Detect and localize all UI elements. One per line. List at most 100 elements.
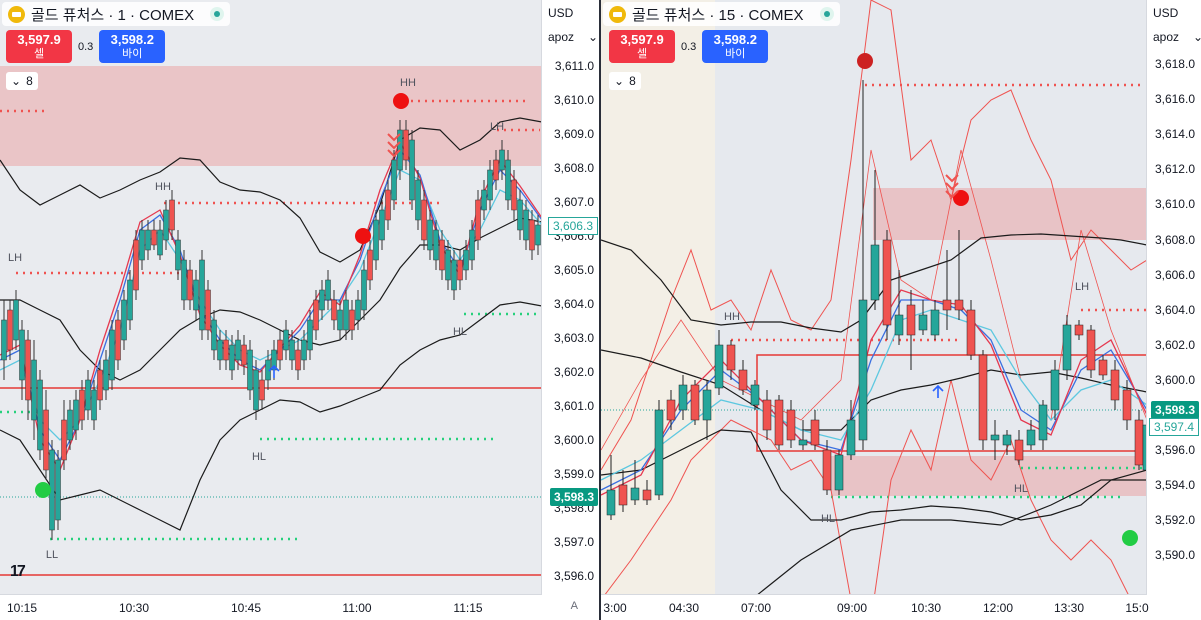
chevron-down-icon: ⌄: [614, 74, 625, 88]
candle-body: [882, 239, 892, 326]
candle-body: [1086, 329, 1096, 371]
price-tick-label: 3,610.0: [553, 93, 594, 107]
candle-body: [702, 389, 712, 421]
time-tick-label: 10:30: [910, 601, 942, 615]
candle-body: [451, 259, 457, 291]
candle-body: [678, 384, 688, 411]
auto-scale-toggle[interactable]: A: [570, 600, 578, 612]
sell-arrows-icon: [945, 174, 959, 199]
candle-body: [822, 449, 832, 491]
candle-body: [31, 359, 37, 421]
time-axis[interactable]: 3:00 04:30 07:00 09:00 10:30 12:00 13:30 15:0: [601, 594, 1149, 620]
candle-body: [439, 239, 445, 271]
candle-body: [217, 339, 223, 361]
indicator-price-badge: 3,597.4: [1148, 418, 1199, 436]
sell-label: 셀: [636, 47, 648, 60]
candle-body: [187, 269, 193, 301]
envelope-upper: [601, 0, 1147, 471]
price-tick-label: 3,599.0: [553, 467, 594, 481]
up-arrow-icon: [932, 384, 944, 398]
symbol-header[interactable]: 골드 퓨처스 · 15 · COMEX: [603, 2, 840, 26]
candle-body: [505, 159, 511, 201]
candle-body: [714, 344, 724, 389]
price-chart-canvas[interactable]: HH HL HL LH: [601, 0, 1147, 594]
tradingview-logo[interactable]: 17: [10, 563, 26, 580]
price-tick-label: 3,618.0: [1154, 57, 1195, 71]
candle-body: [313, 299, 319, 331]
candle-body: [630, 487, 640, 501]
symbol-header[interactable]: 골드 퓨처스 · 1 · COMEX: [2, 2, 231, 26]
candle-body: [193, 279, 199, 311]
chart-plot-area[interactable]: HH HL HL LH: [601, 0, 1147, 594]
up-arrow-icon: [268, 364, 280, 378]
live-status-icon: [819, 7, 834, 21]
price-chart-canvas[interactable]: HH HH LH LH HL HL LL: [0, 0, 542, 594]
price-tick-label: 3,596.0: [1154, 443, 1195, 458]
candle-body: [499, 149, 505, 171]
sell-signal-dot: [857, 53, 873, 69]
chart-pane-15min[interactable]: HH HL HL LH 골드 퓨처스 · 15 · COMEX 3,597.9 셀 0…: [601, 0, 1201, 620]
candle-body: [1142, 424, 1147, 471]
sell-button[interactable]: 3,597.9 셀: [6, 30, 72, 63]
sell-label: 셀: [33, 47, 45, 60]
swing-label-ll: LL: [46, 549, 58, 561]
indicators-toggle[interactable]: ⌄ 8: [6, 72, 38, 90]
price-tick-label: 3,600.0: [553, 433, 594, 447]
candle-body: [67, 409, 73, 441]
price-tick-label: 3,614.0: [1154, 127, 1195, 142]
candle-body: [1134, 419, 1144, 466]
candle-body: [738, 369, 748, 391]
scale-mode-select[interactable]: apoz ⌄: [548, 30, 598, 44]
price-tick-label: 3,610.0: [1154, 197, 1195, 212]
chevron-down-icon: ⌄: [588, 30, 599, 44]
candle-body: [367, 249, 373, 281]
sell-signal-dot: [355, 228, 371, 244]
gold-coin-icon: [8, 5, 25, 23]
price-axis[interactable]: USD apoz ⌄ 3,618.0 3,616.0 3,614.0 3,612.0 3…: [1146, 0, 1201, 594]
scale-mode-select[interactable]: apoz ⌄: [1153, 30, 1201, 44]
scale-mode-label: apoz: [548, 30, 575, 44]
swing-label-lh: LH: [1075, 281, 1089, 293]
candle-body: [690, 384, 700, 421]
price-axis[interactable]: USD apoz ⌄ 3,611.0 3,610.0 3,609.0 3,608.0 3…: [541, 0, 600, 594]
currency-select[interactable]: USD: [1153, 6, 1178, 20]
price-tick-label: 3,616.0: [1154, 92, 1195, 107]
price-tick-label: 3,607.0: [553, 195, 594, 209]
supply-zone: [873, 188, 1147, 240]
time-tick-label: 12:00: [982, 601, 1014, 615]
sell-button[interactable]: 3,597.9 셀: [609, 30, 675, 63]
candle-body: [1110, 369, 1120, 401]
candle-body: [906, 304, 916, 336]
pane-divider[interactable]: [599, 0, 602, 620]
time-tick-label: 13:30: [1053, 601, 1085, 615]
candle-body: [762, 399, 772, 431]
buy-signal-dot: [1122, 530, 1138, 546]
candle-body: [930, 309, 940, 336]
currency-select[interactable]: USD: [548, 6, 573, 20]
chart-pane-1min[interactable]: HH HH LH LH HL HL LL 골드 퓨처스 · 1 · COMEX 3,597.…: [0, 0, 600, 620]
candle-body: [786, 409, 796, 441]
candle-body: [481, 189, 487, 211]
time-tick-label: 09:00: [836, 601, 868, 615]
ma-line: [0, 140, 542, 472]
sell-price: 3,597.9: [17, 31, 61, 47]
candle-body: [427, 219, 433, 251]
buy-button[interactable]: 3,598.2 바이: [702, 30, 769, 63]
time-axis[interactable]: 10:15 10:30 10:45 11:00 11:15: [0, 594, 542, 620]
indicators-toggle[interactable]: ⌄ 8: [609, 72, 641, 90]
candle-body: [810, 419, 820, 446]
buy-button[interactable]: 3,598.2 바이: [99, 30, 166, 63]
price-tick-label: 3,606.0: [1154, 267, 1195, 282]
chart-plot-area[interactable]: HH HH LH LH HL HL LL: [0, 0, 542, 594]
candle-body: [409, 139, 415, 201]
candle-body: [25, 339, 31, 401]
candle-body: [199, 259, 205, 331]
supply-zone: [0, 66, 542, 166]
candle-body: [1098, 359, 1108, 376]
buy-label: 바이: [122, 47, 143, 60]
candle-body: [7, 309, 13, 351]
candle-body: [307, 319, 313, 351]
price-tick-label: 3,609.0: [553, 127, 594, 141]
candle-body: [966, 309, 976, 356]
envelope-lower: [604, 379, 1129, 594]
